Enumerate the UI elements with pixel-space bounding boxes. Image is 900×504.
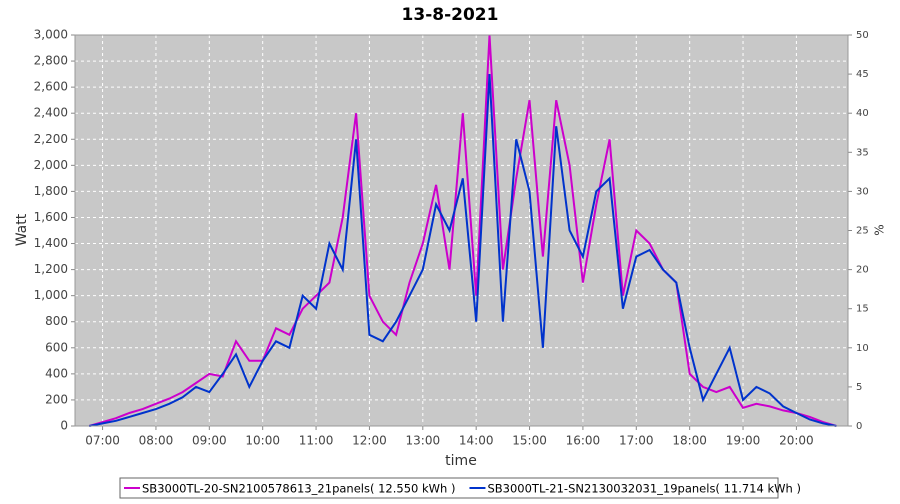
x-tick-label: 13:00	[406, 434, 441, 448]
y-tick-label: 1,600	[34, 210, 68, 224]
y-tick-label: 600	[45, 340, 68, 354]
y-tick-label: 2,400	[34, 106, 68, 120]
y2-tick-label: 30	[856, 186, 869, 197]
y2-tick-label: 25	[856, 226, 869, 237]
y-tick-label: 2,200	[34, 132, 68, 146]
x-tick-label: 19:00	[726, 434, 761, 448]
y-tick-label: 800	[45, 314, 68, 328]
y-tick-label: 3,000	[34, 28, 68, 42]
y-tick-label: 1,400	[34, 236, 68, 250]
y2-tick-label: 10	[856, 343, 869, 354]
y2-tick-label: 35	[856, 147, 869, 158]
x-tick-label: 16:00	[566, 434, 601, 448]
y2-tick-label: 15	[856, 304, 869, 315]
x-tick-label: 14:00	[459, 434, 494, 448]
y2-axis-label: %	[873, 224, 887, 235]
x-tick-label: 12:00	[352, 434, 387, 448]
series-line	[88, 34, 837, 427]
x-tick-label: 08:00	[139, 434, 174, 448]
y2-tick-label: 0	[856, 421, 862, 432]
y-tick-label: 2,000	[34, 158, 68, 172]
legend-label: SB3000TL-20-SN2100578613_21panels( 12.55…	[142, 482, 455, 496]
plot-border	[74, 34, 849, 427]
plot-area	[75, 35, 848, 426]
y2-tick-label: 45	[856, 69, 869, 80]
legend-box	[119, 477, 779, 499]
y-tick-label: 400	[45, 366, 68, 380]
x-tick-label: 07:00	[85, 434, 120, 448]
x-tick-label: 20:00	[779, 434, 814, 448]
x-tick-label: 18:00	[672, 434, 707, 448]
x-tick-label: 09:00	[192, 434, 227, 448]
y-tick-label: 1,800	[34, 184, 68, 198]
x-tick-label: 10:00	[245, 434, 280, 448]
y-tick-label: 200	[45, 392, 68, 406]
y2-tick-label: 5	[856, 382, 862, 393]
y2-tick-label: 40	[856, 108, 869, 119]
y-tick-label: 0	[60, 419, 68, 433]
y-axis-label: Watt	[14, 213, 30, 246]
y-tick-label: 2,600	[34, 80, 68, 94]
y-tick-label: 1,200	[34, 262, 68, 276]
x-tick-label: 17:00	[619, 434, 654, 448]
x-tick-label: 11:00	[299, 434, 334, 448]
x-tick-label: 15:00	[512, 434, 547, 448]
series-line	[89, 74, 837, 427]
x-axis-label: time	[445, 453, 477, 469]
y2-tick-label: 20	[856, 265, 869, 276]
y-tick-label: 1,000	[34, 288, 68, 302]
chart-title: 13-8-2021	[402, 5, 499, 25]
legend-label: SB3000TL-21-SN2130032031_19panels( 11.71…	[487, 482, 800, 496]
y2-tick-label: 50	[856, 30, 869, 41]
y-tick-label: 2,800	[34, 54, 68, 68]
